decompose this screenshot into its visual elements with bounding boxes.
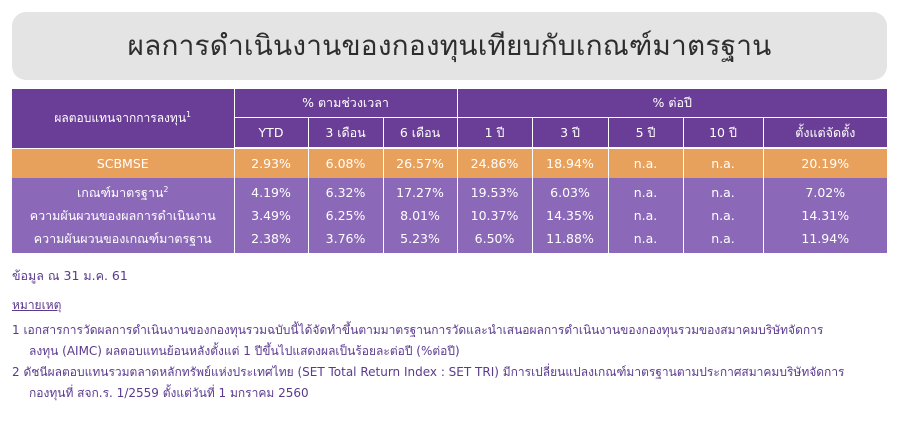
table-cell: n.a. [608,148,684,178]
table-cell: 2.38% [234,227,309,253]
column-header: 5 ปี [608,117,684,149]
row-label: ความผันผวนของผลการดำเนินงาน [12,204,235,227]
table-cell: 14.35% [532,204,609,227]
table-cell: 10.37% [457,204,533,227]
note-2-line-2: กองทุนที่ สจก.ร. 1/2559 ตั้งแต่วันที่ 1 … [29,386,309,400]
table-cell: 19.53% [457,178,533,204]
row-label-footnote: 2 [163,184,169,194]
row-header-label: ผลตอบแทนจากการลงทุน [54,110,187,125]
table-cell: 26.57% [383,148,458,178]
note-2-line-1: 2 ดัชนีผลตอบแทนรวมตลาดหลักทรัพย์แห่งประเ… [12,365,845,379]
table-cell: 3.49% [234,204,309,227]
table-cell: 8.01% [383,204,458,227]
header-row-groups: ผลตอบแทนจากการลงทุน1 % ตามช่วงเวลา % ต่อ… [12,89,888,149]
table-cell: 7.02% [763,178,888,204]
row-label-text: เกณฑ์มาตรฐาน [77,184,164,200]
table-cell: 11.88% [532,227,609,253]
table-cell: 6.03% [532,178,609,204]
note-1-line-2: ลงทุน (AIMC) ผลตอบแทนย้อนหลังตั้งแต่ 1 ป… [29,344,460,358]
table-cell: 4.19% [234,178,309,204]
table-cell: 3.76% [308,227,384,253]
column-header: 3 เดือน [308,117,384,149]
row-label-text: ความผันผวนของเกณฑ์มาตรฐาน [33,230,212,246]
table-cell: 6.25% [308,204,384,227]
row-header-cell: ผลตอบแทนจากการลงทุน1 [12,89,235,149]
table-cell: 6.08% [308,148,384,178]
column-header: 6 เดือน [383,117,458,149]
performance-table: ผลตอบแทนจากการลงทุน1 % ตามช่วงเวลา % ต่อ… [12,89,888,253]
table-row-benchmark-volatility: ความผันผวนของเกณฑ์มาตรฐาน 2.38% 3.76% 5.… [12,227,888,253]
column-header: 10 ปี [683,117,764,149]
row-header-footnote: 1 [186,109,192,119]
table-cell: 14.31% [763,204,888,227]
row-label: เกณฑ์มาตรฐาน2 [12,178,235,204]
table-cell: 24.86% [457,148,533,178]
table-cell: 5.23% [383,227,458,253]
title-banner: ผลการดำเนินงานของกองทุนเทียบกับเกณฑ์มาตร… [12,12,887,80]
table-cell: 6.50% [457,227,533,253]
notes-title: หมายเหตุ [12,298,62,312]
row-label-text: ความผันผวนของผลการดำเนินงาน [29,207,216,223]
column-header: YTD [234,117,309,149]
table-cell: n.a. [683,178,764,204]
table-cell: n.a. [608,227,684,253]
column-header: 3 ปี [532,117,609,149]
table-cell: 18.94% [532,148,609,178]
column-header: 1 ปี [457,117,533,149]
table-cell: 11.94% [763,227,888,253]
row-label: SCBMSE [12,148,235,178]
table-row-fund-volatility: ความผันผวนของผลการดำเนินงาน 3.49% 6.25% … [12,204,888,227]
table-cell: n.a. [683,227,764,253]
column-header: ตั้งแต่จัดตั้ง [763,117,888,149]
table-cell: n.a. [683,204,764,227]
page-title: ผลการดำเนินงานของกองทุนเทียบกับเกณฑ์มาตร… [127,29,772,62]
table-cell: 20.19% [763,148,888,178]
table-cell: 17.27% [383,178,458,204]
group-annual-header: % ต่อปี [457,89,888,118]
table-cell: 6.32% [308,178,384,204]
as-of-date: ข้อมูล ณ 31 ม.ค. 61 [12,268,128,283]
note-1-line-1: 1 เอกสารการวัดผลการดำเนินงานของกองทุนรวม… [12,323,824,337]
table-row-benchmark: เกณฑ์มาตรฐาน2 4.19% 6.32% 17.27% 19.53% … [12,178,888,204]
table-cell: n.a. [608,204,684,227]
group-period-header: % ตามช่วงเวลา [234,89,458,118]
row-label: ความผันผวนของเกณฑ์มาตรฐาน [12,227,235,253]
table-cell: n.a. [683,148,764,178]
table-cell: 2.93% [234,148,309,178]
row-label-text: SCBMSE [96,155,149,171]
header-row-columns: YTD 3 เดือน 6 เดือน 1 ปี 3 ปี 5 ปี 10 ปี… [12,117,888,149]
table-cell: n.a. [608,178,684,204]
notes-section: หมายเหตุ 1 เอกสารการวัดผลการดำเนินงานของ… [12,296,892,404]
table-row-fund: SCBMSE 2.93% 6.08% 26.57% 24.86% 18.94% … [12,148,888,178]
